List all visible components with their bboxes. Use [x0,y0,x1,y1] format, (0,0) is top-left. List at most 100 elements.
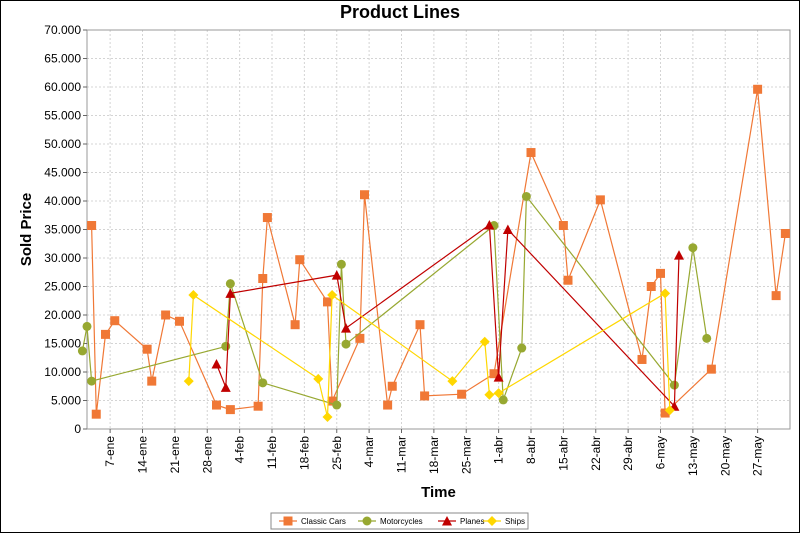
data-point-classic-cars [360,190,369,200]
y-axis-ticks: 0 5.000 10.000 15.000 20.000 25.000 30.000 35.0… [44,23,87,436]
data-point-ships [660,288,671,299]
y-tick-label: 25.000 [44,280,81,294]
data-point-classic-cars [387,381,397,391]
data-point-motorcycles [669,380,679,390]
data-point-ships [313,373,324,384]
x-tick-label: 21-ene [168,436,182,474]
x-axis-ticks: 7-ene 14-ene 21-ene 28-ene 4-feb 11-feb 18-feb… [103,429,765,476]
grid-lines [87,29,790,429]
data-point-classic-cars [706,364,716,374]
data-point-motorcycles [77,346,87,356]
legend-label: Classic Cars [301,517,346,526]
data-point-classic-cars [147,376,157,386]
data-point-motorcycles [688,243,698,253]
data-point-ships [327,290,338,301]
x-tick-label: 18-mar [427,436,441,474]
data-point-planes [484,219,495,230]
data-point-motorcycles [258,378,268,388]
data-point-motorcycles [517,343,527,353]
data-point-classic-cars [489,369,499,379]
data-point-classic-cars [637,354,647,364]
data-point-ships [484,389,495,400]
data-point-motorcycles [225,279,235,289]
x-tick-label: 29-abr [621,436,635,471]
legend: Classic Cars Motorcycles Planes Ships [270,512,529,530]
data-point-ships [447,376,458,387]
x-tick-label: 7-ene [103,436,117,467]
data-point-classic-cars [415,320,425,330]
data-point-classic-cars [526,148,536,158]
y-tick-label: 30.000 [44,251,81,265]
data-point-classic-cars [101,329,110,339]
data-series [77,84,790,423]
legend-item-planes: Planes [438,516,484,526]
data-point-classic-cars [290,320,300,330]
series-motorcycles [77,191,712,410]
y-tick-label: 45.000 [44,166,81,180]
x-tick-label: 27-may [751,436,765,476]
legend-item-classic-cars: Classic Cars [279,516,346,526]
data-point-ships [322,412,333,423]
data-point-motorcycles [702,333,712,343]
data-point-motorcycles [87,376,97,386]
data-point-classic-cars [780,228,790,238]
x-tick-label: 25-feb [330,436,344,470]
series-line-ships [188,292,671,418]
data-point-classic-cars [327,396,337,406]
data-point-planes [674,250,684,260]
y-tick-label: 20.000 [44,308,81,322]
data-point-planes [211,359,222,369]
x-tick-label: 11-mar [395,436,409,473]
legend-label: Ships [505,517,525,526]
data-point-classic-cars [323,297,332,307]
legend-item-ships: Ships [483,516,525,526]
data-point-motorcycles [336,259,346,269]
series-planes [211,219,684,411]
data-point-classic-cars [253,401,263,411]
data-point-classic-cars [87,221,97,231]
data-point-classic-cars [110,316,120,326]
data-point-classic-cars [753,84,763,94]
series-line-motorcycles [81,194,708,406]
data-point-classic-cars [225,405,235,415]
y-tick-label: 10.000 [44,365,81,379]
data-point-classic-cars [91,409,101,419]
x-tick-label: 20-may [718,436,732,476]
x-tick-label: 8-abr [524,436,538,464]
legend-marker [362,516,372,526]
data-point-planes [331,270,342,280]
data-point-motorcycles [82,321,92,331]
x-tick-label: 4-mar [362,436,376,467]
series-line-classic-cars [91,89,786,415]
legend-label: Planes [460,517,484,526]
x-tick-label: 18-feb [297,436,311,470]
legend-marker [487,516,497,526]
y-tick-label: 60.000 [44,80,81,94]
x-tick-label: 6-may [654,436,668,469]
data-point-classic-cars [175,316,184,326]
data-point-ships [188,290,199,301]
data-point-motorcycles [498,395,508,405]
data-point-classic-cars [262,213,272,223]
data-point-motorcycles [521,191,531,201]
data-point-classic-cars [660,408,670,418]
series-ships [183,288,675,423]
y-tick-label: 65.000 [44,52,81,66]
data-point-planes [502,224,513,234]
data-point-classic-cars [295,255,305,265]
data-point-ships [664,405,675,416]
data-point-classic-cars [457,389,467,399]
data-point-ships [479,336,490,347]
legend-marker [283,516,293,526]
series-line-planes [215,223,680,408]
data-point-classic-cars [595,195,605,205]
data-point-classic-cars [383,400,393,410]
data-point-motorcycles [221,341,231,351]
data-point-classic-cars [258,274,268,284]
x-tick-label: 28-ene [200,436,214,474]
legend-box [270,512,529,530]
data-point-classic-cars [142,344,152,354]
data-point-classic-cars [212,400,221,410]
